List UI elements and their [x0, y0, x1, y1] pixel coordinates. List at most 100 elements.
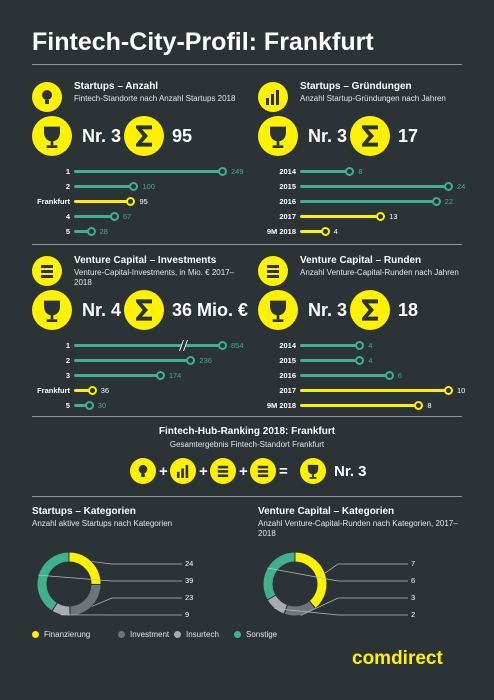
section-title: Venture Capital – Runden — [300, 255, 422, 266]
bar-row: 3 174 — [32, 370, 242, 382]
pie-slice-sonstige — [262, 551, 296, 601]
comdirect-logo: comdirect — [352, 648, 443, 669]
euro-coins-icon — [32, 256, 62, 286]
slice-value-label: 23 — [185, 593, 194, 602]
slice-value-label: 7 — [411, 559, 416, 568]
bar-row: 9M 2018 8 — [258, 400, 468, 412]
bar-category-label: 2017 — [279, 386, 296, 395]
bar-end-dot — [155, 371, 165, 380]
trophy-icon — [300, 458, 326, 484]
divider — [32, 416, 462, 417]
bar — [300, 170, 350, 173]
section-subtitle: Anzahl Startup-Gründungen nach Jahren — [300, 94, 446, 103]
euro-coins-icon — [210, 458, 236, 484]
legend-label: Insurtech — [186, 630, 219, 639]
bar-chart: 2014 4 2015 4 2016 6 2017 10 9M 2018 8 — [258, 340, 468, 420]
bar-value-label: 13 — [389, 212, 398, 221]
slice-value-label: 2 — [411, 610, 416, 619]
rank-value: Nr. 3 — [82, 126, 122, 146]
donut-subtitle-startups: Anzahl aktive Startups nach Kategorien — [32, 519, 173, 528]
legend-label: Sonstige — [246, 630, 278, 639]
sigma-icon — [350, 116, 390, 156]
section-subtitle: Fintech-Standorte nach Anzahl Startups 2… — [74, 94, 236, 103]
trophy-icon — [258, 290, 298, 330]
bar-end-dot — [355, 356, 365, 365]
bar-row: 4 67 — [32, 211, 242, 223]
bar — [74, 374, 160, 377]
bar-value-label: 4 — [333, 227, 338, 236]
bar-end-dot — [444, 386, 453, 395]
leader-lines — [38, 561, 182, 616]
bar-end-dot — [414, 401, 424, 410]
bar-end-dot — [376, 212, 386, 221]
bar-category-label: 3 — [65, 371, 70, 380]
bar-chart-icon — [258, 82, 288, 112]
bar — [74, 185, 134, 188]
bar-value-label: 4 — [368, 341, 373, 350]
bar — [300, 374, 389, 377]
leader-lines — [267, 563, 408, 616]
bar-end-dot — [186, 356, 196, 365]
bar-row: 2 236 — [32, 355, 242, 367]
bar-category-label: 2016 — [279, 371, 296, 380]
euro-stack-icon — [250, 458, 276, 484]
section-startups-anzahl: Startups – Anzahl Fintech-Standorte nach … — [32, 78, 244, 248]
bar — [74, 389, 92, 392]
divider — [32, 64, 462, 65]
bar-category-label: 5 — [65, 401, 70, 410]
bar-category-label: 2 — [65, 356, 70, 365]
lightbulb-icon — [32, 82, 62, 112]
leader-line — [38, 574, 182, 582]
bar-value-label: 24 — [457, 182, 466, 191]
leader-line — [300, 597, 408, 616]
bar-chart: 1 854 2 236 3 174 Frankfurt 36 5 30 — [32, 340, 244, 420]
bar-end-dot — [84, 401, 94, 410]
bar-chart: 1 249 2 100 Frankfurt 95 4 67 5 28 — [32, 166, 244, 246]
bar-category-label: 2017 — [279, 212, 296, 221]
sigma-icon — [350, 290, 390, 330]
legend-swatch — [32, 631, 39, 638]
bar — [74, 344, 222, 347]
section-vc-investments: Venture Capital – Investments Venture-Cap… — [32, 252, 248, 422]
bar-category-label: Frankfurt — [37, 386, 70, 395]
legend-item: Insurtech — [174, 630, 219, 639]
bar-end-dot — [109, 212, 119, 221]
hub-operator: = — [279, 463, 288, 480]
donut-chart-startups: 24 39 23 9 — [32, 544, 232, 624]
trophy-icon — [32, 116, 72, 156]
bar-end-dot — [320, 227, 330, 236]
bar-chart-icon — [170, 458, 196, 484]
bar — [74, 359, 191, 362]
bar-category-label: 2 — [65, 182, 70, 191]
leader-line — [91, 561, 182, 565]
bar-end-dot — [126, 197, 136, 206]
bar — [74, 200, 131, 203]
bar — [74, 404, 89, 407]
bar-end-dot — [355, 341, 365, 350]
bar — [300, 389, 448, 392]
legend-label: Finanzierung — [44, 630, 91, 639]
legend-item: Investment — [118, 630, 169, 639]
slice-value-label: 3 — [411, 593, 416, 602]
bar-row: Frankfurt 95 — [32, 196, 242, 208]
bar-value-label: 854 — [231, 341, 244, 350]
slice-value-label: 9 — [185, 610, 190, 619]
bar-category-label: 2015 — [279, 182, 296, 191]
section-startups-gruendungen: Startups – Gründungen Anzahl Startup-Grün… — [258, 78, 468, 248]
trophy-icon — [32, 290, 72, 330]
legend-swatch — [118, 631, 125, 638]
bar-end-dot — [444, 182, 453, 191]
bar-end-dot — [218, 341, 227, 350]
bar-category-label: 2015 — [279, 356, 296, 365]
bar-row: 5 30 — [32, 400, 242, 412]
bar-category-label: 2016 — [279, 197, 296, 206]
leader-line — [91, 597, 182, 607]
bar-value-label: 100 — [142, 182, 155, 191]
divider — [32, 496, 462, 497]
bar-end-dot — [345, 167, 355, 176]
divider — [32, 244, 462, 245]
bar-category-label: 9M 2018 — [266, 227, 296, 236]
bar-value-label: 28 — [99, 227, 108, 236]
donut-title-vc: Venture Capital – Kategorien — [258, 506, 395, 517]
bar-row: 2015 24 — [258, 181, 468, 193]
